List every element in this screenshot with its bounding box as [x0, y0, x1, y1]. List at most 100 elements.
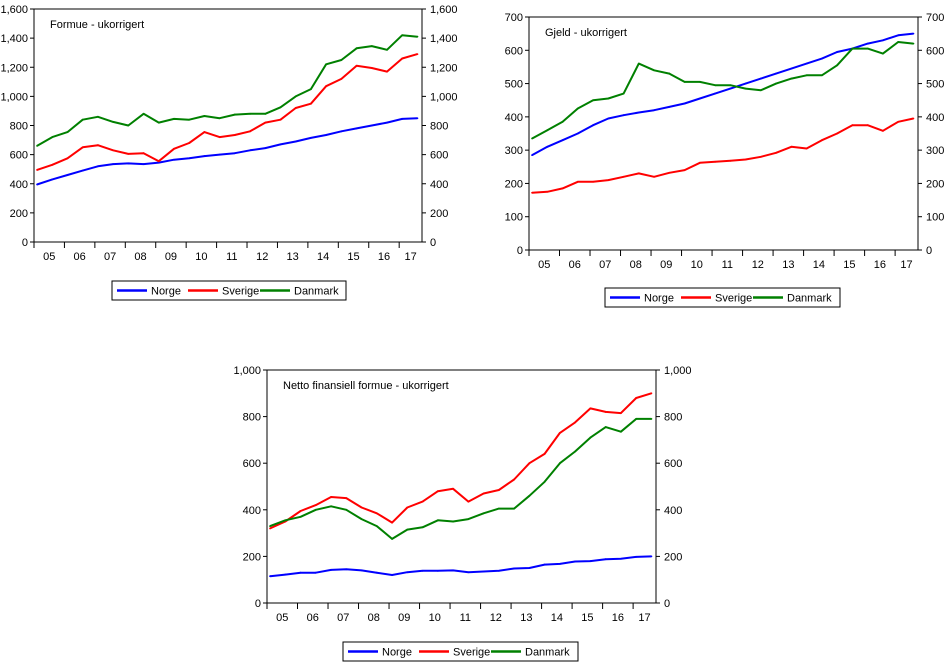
x-tick-label: 07: [104, 251, 116, 263]
data-point-danmark: [592, 99, 594, 102]
data-point-danmark: [607, 97, 610, 100]
data-point-norge: [97, 165, 99, 168]
y-tick-label-left: 100: [505, 212, 523, 224]
data-point-norge: [836, 51, 839, 53]
data-point-danmark: [386, 48, 388, 51]
x-tick-label: 08: [134, 251, 146, 263]
data-point-norge: [386, 121, 388, 124]
data-point-sverige: [436, 490, 439, 493]
data-point-norge: [576, 132, 579, 135]
series-line-norge: [531, 32, 914, 156]
x-tick-label: 06: [307, 612, 319, 624]
data-point-sverige: [386, 70, 388, 73]
series-line-norge: [36, 117, 418, 186]
data-point-danmark: [188, 118, 191, 121]
data-point-danmark: [81, 118, 84, 121]
x-tick-label: 12: [490, 612, 502, 624]
x-tick-label: 05: [43, 251, 55, 263]
data-point-sverige: [188, 142, 191, 144]
data-point-danmark: [360, 518, 363, 521]
data-point-norge: [375, 571, 378, 574]
legend-label-sverige: Sverige: [715, 293, 752, 305]
y-tick-label-left: 1,000: [233, 365, 261, 377]
data-point-norge: [882, 39, 884, 42]
data-point-norge: [249, 149, 251, 152]
y-tick-label-right: 0: [926, 245, 932, 257]
data-point-norge: [264, 147, 267, 149]
y-tick-label-right: 400: [664, 505, 682, 517]
data-point-norge: [558, 562, 561, 565]
data-point-danmark: [345, 508, 348, 511]
data-point-sverige: [233, 134, 236, 136]
data-point-norge: [416, 117, 419, 120]
data-point-norge: [775, 72, 778, 75]
data-point-danmark: [531, 137, 533, 140]
data-point-sverige: [668, 171, 671, 174]
data-point-sverige: [561, 187, 564, 190]
data-point-norge: [866, 42, 869, 45]
y-tick-label-right: 0: [664, 598, 670, 610]
y-tick-label-left: 400: [243, 505, 261, 517]
y-tick-label-right: 800: [430, 121, 448, 133]
y-tick-label-left: 800: [10, 121, 28, 133]
data-point-sverige: [391, 521, 393, 524]
data-point-sverige: [574, 421, 577, 424]
data-point-norge: [543, 563, 546, 566]
y-tick-label-right: 0: [430, 237, 436, 249]
chart-title: Gjeld - ukorrigert: [545, 27, 627, 39]
x-tick-label: 12: [752, 259, 764, 271]
x-tick-label: 09: [660, 259, 672, 271]
x-tick-label: 16: [378, 251, 390, 263]
data-point-norge: [51, 178, 54, 181]
data-point-sverige: [482, 492, 485, 495]
data-point-sverige: [805, 147, 808, 150]
data-point-norge: [330, 569, 332, 571]
data-point-norge: [531, 154, 533, 157]
data-point-sverige: [775, 151, 778, 154]
data-point-danmark: [604, 426, 607, 428]
x-tick-label: 17: [638, 612, 650, 624]
data-point-danmark: [543, 480, 546, 483]
legend-label-danmark: Danmark: [294, 286, 339, 298]
x-tick-label: 10: [691, 259, 703, 271]
plot-frame: [528, 16, 919, 251]
x-tick-label: 12: [256, 251, 268, 263]
x-tick-label: 08: [630, 259, 642, 271]
y-tick-label-right: 500: [926, 79, 944, 91]
data-point-sverige: [203, 131, 206, 133]
data-point-sverige: [173, 147, 175, 150]
data-point-danmark: [576, 107, 579, 110]
y-tick-label-left: 200: [10, 208, 28, 220]
data-point-norge: [355, 127, 358, 130]
x-tick-label: 11: [226, 251, 237, 263]
y-tick-label-right: 1,600: [430, 4, 458, 16]
y-tick-label-right: 100: [926, 212, 944, 224]
data-point-norge: [653, 109, 655, 112]
data-point-sverige: [714, 160, 717, 163]
y-tick-label-left: 1,400: [0, 33, 28, 45]
data-point-norge: [345, 568, 348, 571]
data-point-norge: [188, 157, 191, 160]
y-tick-label-left: 700: [505, 12, 523, 24]
y-tick-label-right: 300: [926, 145, 944, 157]
data-point-danmark: [653, 69, 655, 72]
data-point-danmark: [820, 74, 823, 77]
data-point-norge: [635, 555, 638, 558]
data-point-sverige: [279, 118, 282, 121]
plot-frame: [33, 8, 423, 243]
data-point-norge: [897, 34, 900, 37]
x-tick-label: 13: [287, 251, 299, 263]
data-point-danmark: [528, 494, 531, 497]
data-point-sverige: [897, 120, 900, 123]
data-point-norge: [294, 140, 297, 143]
data-point-sverige: [851, 124, 854, 127]
data-point-danmark: [294, 95, 297, 98]
data-point-danmark: [561, 120, 564, 123]
y-tick-label-left: 200: [505, 178, 523, 190]
data-point-norge: [561, 139, 564, 142]
data-point-norge: [279, 143, 282, 146]
data-point-danmark: [482, 512, 485, 515]
data-point-danmark: [355, 47, 358, 50]
data-point-danmark: [467, 518, 470, 521]
data-point-danmark: [330, 505, 332, 508]
